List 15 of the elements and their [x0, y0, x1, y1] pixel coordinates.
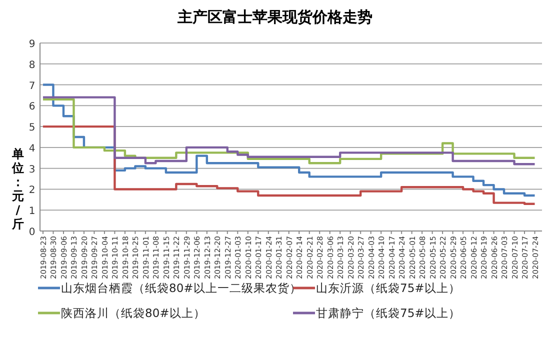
y-tick-label: 6: [28, 102, 36, 113]
y-axis-title: 单位：元/斤: [11, 147, 24, 231]
y-tick-label: 4: [28, 143, 36, 154]
y-tick-label: 1: [28, 206, 36, 218]
y-tick-label: 5: [28, 122, 36, 134]
legend-label: 陕西洛川（纸袋80#以上）: [61, 306, 206, 320]
y-tick-label: 8: [28, 60, 36, 71]
y-tick-label: 3: [28, 164, 36, 176]
title: 主产区富士苹果现货价格走势: [178, 8, 372, 26]
y-tick-label: 0: [28, 227, 36, 238]
legend-label: 山东沂源（纸袋75#以上）: [316, 281, 460, 295]
y-tick-label: 9: [28, 39, 36, 50]
legend-label: 甘肃静宁（纸袋75#以上）: [316, 306, 460, 320]
y-tick-label: 2: [28, 185, 36, 196]
y-tick-label: 7: [28, 80, 36, 92]
